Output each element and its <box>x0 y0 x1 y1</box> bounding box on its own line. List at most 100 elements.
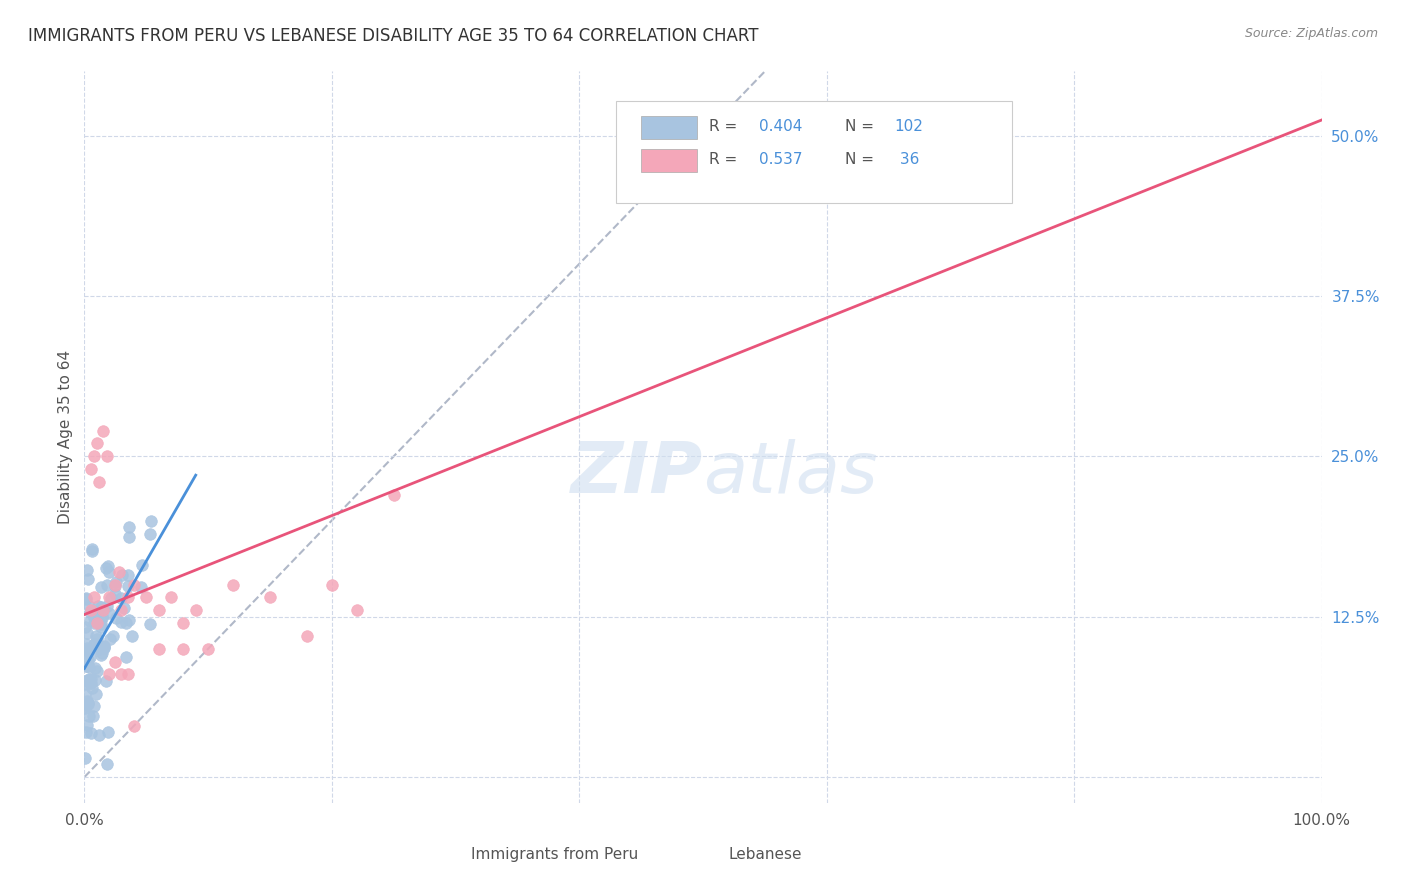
Y-axis label: Disability Age 35 to 64: Disability Age 35 to 64 <box>58 350 73 524</box>
Point <box>104 579 127 593</box>
Point <box>148 641 170 656</box>
Point <box>79 462 101 476</box>
Text: atlas: atlas <box>703 439 877 508</box>
Point <box>259 591 281 605</box>
Point <box>83 450 105 464</box>
Point <box>110 591 132 606</box>
Point <box>93 640 115 654</box>
Point <box>73 701 96 715</box>
Text: 102: 102 <box>894 119 924 134</box>
Point <box>94 561 117 575</box>
Point <box>112 600 135 615</box>
Point <box>87 641 110 656</box>
Point <box>87 639 110 653</box>
Point <box>222 577 245 591</box>
Point <box>79 660 101 674</box>
Point <box>83 611 105 625</box>
Point <box>117 567 139 582</box>
Point <box>148 603 170 617</box>
Point <box>104 655 127 669</box>
Point <box>114 650 136 665</box>
Point <box>90 617 112 632</box>
Text: 0.537: 0.537 <box>759 152 803 167</box>
Point <box>122 577 145 591</box>
Point <box>94 673 117 688</box>
Point <box>80 542 103 557</box>
Text: 0.404: 0.404 <box>759 119 801 134</box>
Text: N =: N = <box>845 152 879 167</box>
Point <box>86 436 108 450</box>
Point <box>83 591 105 605</box>
Point <box>77 599 100 613</box>
Point <box>141 514 163 528</box>
Point <box>172 616 194 631</box>
Point <box>110 667 132 681</box>
Point <box>108 565 131 579</box>
Point <box>90 603 112 617</box>
Point <box>79 603 101 617</box>
Point <box>83 699 105 714</box>
Point <box>117 579 139 593</box>
Point <box>76 696 98 710</box>
Point <box>90 580 112 594</box>
Text: Immigrants from Peru: Immigrants from Peru <box>471 847 638 862</box>
Point <box>96 450 118 464</box>
Point <box>101 629 124 643</box>
Point <box>135 591 157 605</box>
Point <box>86 616 108 631</box>
Text: R =: R = <box>709 119 742 134</box>
Point <box>91 640 114 654</box>
Point <box>75 637 97 651</box>
Point <box>84 661 107 675</box>
Point <box>76 658 98 673</box>
Point <box>83 616 105 631</box>
Point <box>91 424 114 438</box>
Text: N =: N = <box>845 119 879 134</box>
Point <box>89 475 111 489</box>
Point <box>295 629 318 643</box>
Point <box>90 600 112 615</box>
Point <box>91 646 114 660</box>
Point <box>754 154 776 169</box>
Point <box>75 658 97 673</box>
Point <box>98 632 121 647</box>
Point <box>110 615 132 629</box>
Point <box>118 520 141 534</box>
Point <box>76 640 98 655</box>
Point <box>79 605 101 619</box>
Point <box>73 677 96 691</box>
Point <box>90 610 112 624</box>
Point <box>138 616 160 631</box>
Point <box>83 673 105 687</box>
Point <box>93 641 115 656</box>
Point <box>117 591 139 605</box>
Point <box>105 575 128 590</box>
Point <box>131 558 153 572</box>
FancyBboxPatch shape <box>616 101 1012 203</box>
Point <box>77 673 100 687</box>
Point <box>75 751 97 765</box>
Text: Source: ZipAtlas.com: Source: ZipAtlas.com <box>1244 27 1378 40</box>
Point <box>77 673 100 687</box>
Point <box>76 572 98 586</box>
Point <box>75 620 97 634</box>
Point <box>100 591 122 605</box>
Point <box>87 599 110 614</box>
Point <box>98 591 121 605</box>
Point <box>79 676 101 690</box>
Point <box>121 629 143 643</box>
Point <box>82 681 104 695</box>
Point <box>172 641 194 656</box>
Point <box>97 565 120 579</box>
Point <box>82 544 104 558</box>
Point <box>382 488 405 502</box>
Point <box>87 728 110 742</box>
Point <box>90 620 112 634</box>
Point <box>79 650 101 665</box>
Point <box>96 578 118 592</box>
Point <box>129 580 152 594</box>
Point <box>83 637 105 651</box>
Point <box>84 687 107 701</box>
Point <box>80 672 103 686</box>
Circle shape <box>453 846 482 863</box>
